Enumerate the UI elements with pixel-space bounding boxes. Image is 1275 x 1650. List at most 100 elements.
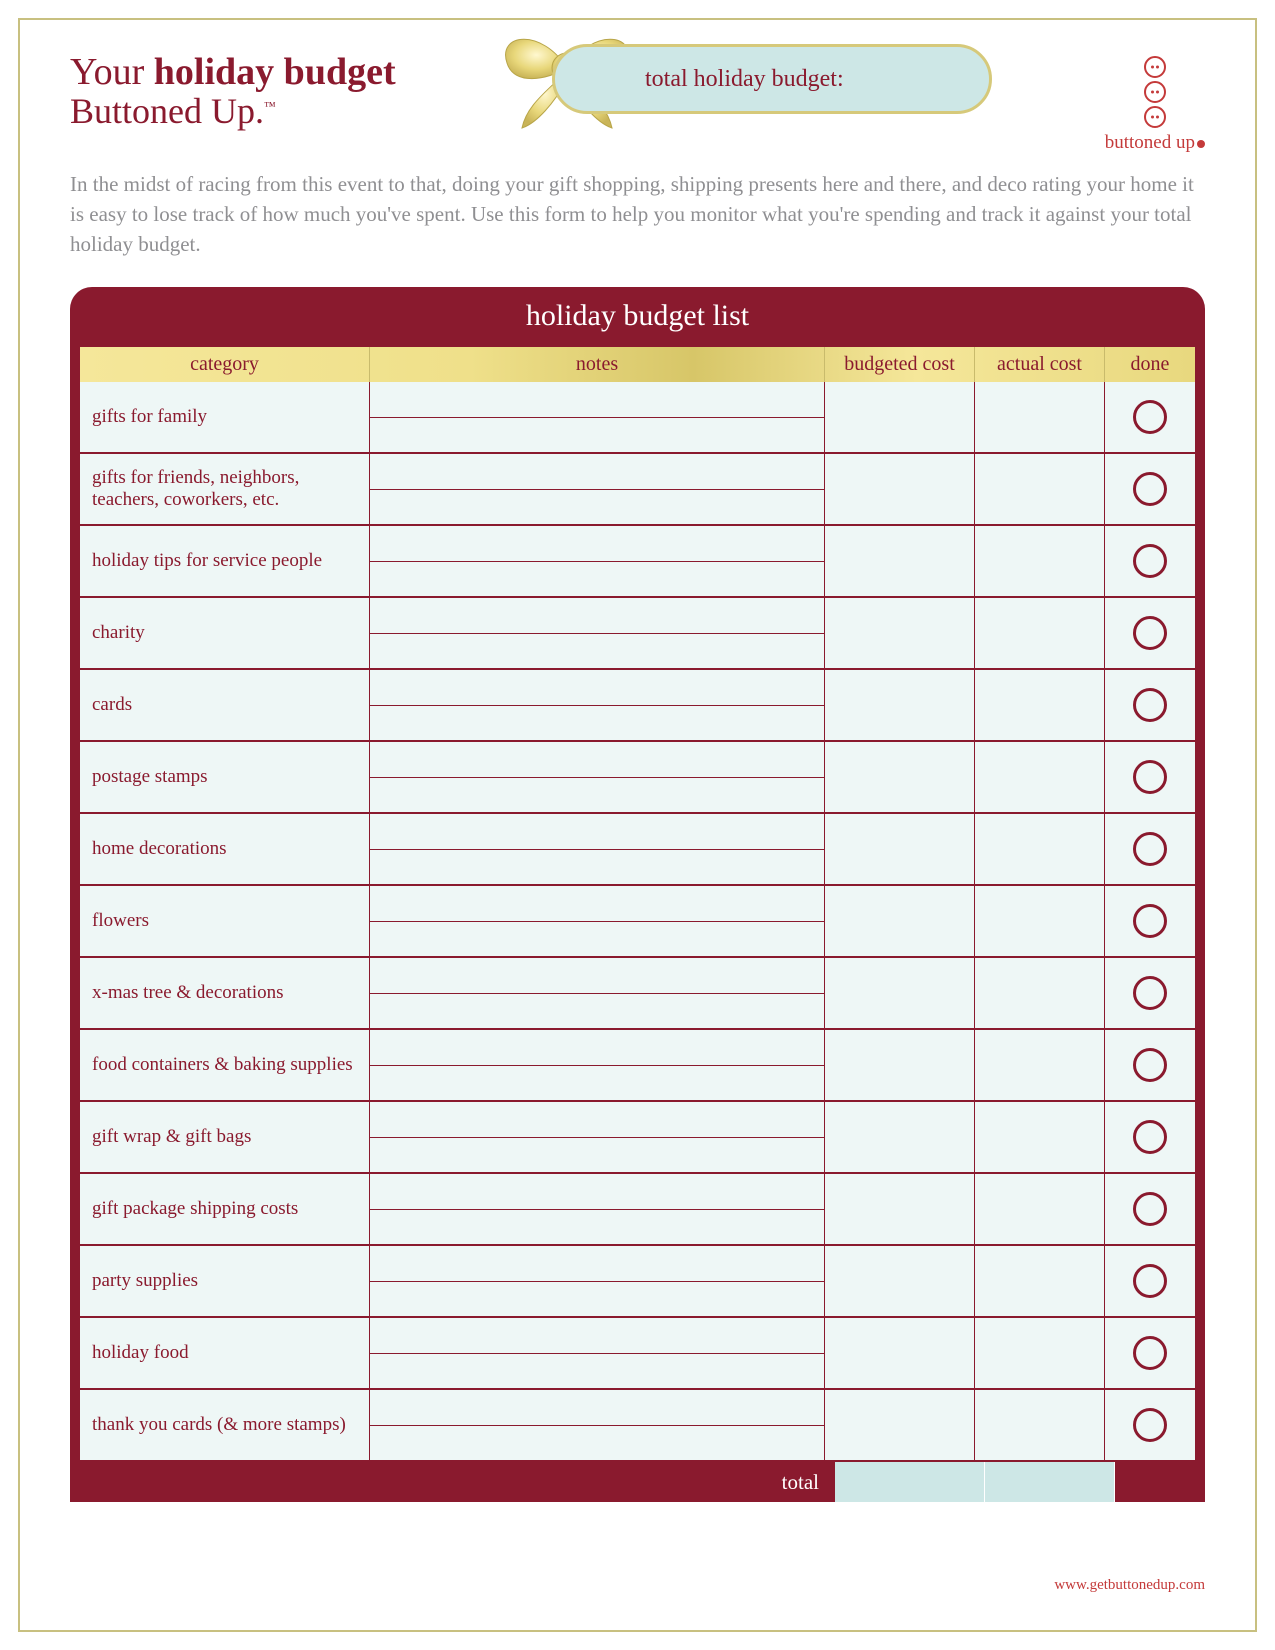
cell-budgeted[interactable]: [825, 526, 975, 596]
cell-notes[interactable]: [370, 1318, 825, 1388]
cell-budgeted[interactable]: [825, 382, 975, 452]
footer-budget-total[interactable]: [835, 1462, 985, 1502]
note-line[interactable]: [370, 814, 824, 850]
note-line[interactable]: [370, 598, 824, 634]
done-circle-icon[interactable]: [1133, 1336, 1167, 1370]
cell-actual[interactable]: [975, 382, 1105, 452]
done-circle-icon[interactable]: [1133, 1408, 1167, 1442]
note-line[interactable]: [370, 850, 824, 885]
note-line[interactable]: [370, 382, 824, 418]
cell-done[interactable]: [1105, 1030, 1195, 1100]
note-line[interactable]: [370, 1282, 824, 1317]
note-line[interactable]: [370, 1390, 824, 1426]
done-circle-icon[interactable]: [1133, 1120, 1167, 1154]
cell-notes[interactable]: [370, 1030, 825, 1100]
cell-done[interactable]: [1105, 1102, 1195, 1172]
cell-budgeted[interactable]: [825, 814, 975, 884]
cell-budgeted[interactable]: [825, 1030, 975, 1100]
cell-actual[interactable]: [975, 526, 1105, 596]
cell-notes[interactable]: [370, 1174, 825, 1244]
cell-done[interactable]: [1105, 454, 1195, 524]
cell-actual[interactable]: [975, 958, 1105, 1028]
note-line[interactable]: [370, 562, 824, 597]
cell-done[interactable]: [1105, 1318, 1195, 1388]
cell-notes[interactable]: [370, 742, 825, 812]
note-line[interactable]: [370, 1354, 824, 1389]
cell-budgeted[interactable]: [825, 454, 975, 524]
cell-actual[interactable]: [975, 1030, 1105, 1100]
note-line[interactable]: [370, 670, 824, 706]
note-line[interactable]: [370, 1102, 824, 1138]
cell-notes[interactable]: [370, 454, 825, 524]
done-circle-icon[interactable]: [1133, 544, 1167, 578]
done-circle-icon[interactable]: [1133, 472, 1167, 506]
done-circle-icon[interactable]: [1133, 400, 1167, 434]
cell-notes[interactable]: [370, 670, 825, 740]
cell-done[interactable]: [1105, 670, 1195, 740]
cell-budgeted[interactable]: [825, 1246, 975, 1316]
cell-done[interactable]: [1105, 598, 1195, 668]
note-line[interactable]: [370, 778, 824, 813]
cell-notes[interactable]: [370, 958, 825, 1028]
cell-notes[interactable]: [370, 1390, 825, 1460]
note-line[interactable]: [370, 1210, 824, 1245]
done-circle-icon[interactable]: [1133, 616, 1167, 650]
cell-actual[interactable]: [975, 886, 1105, 956]
note-line[interactable]: [370, 1318, 824, 1354]
cell-actual[interactable]: [975, 814, 1105, 884]
done-circle-icon[interactable]: [1133, 688, 1167, 722]
done-circle-icon[interactable]: [1133, 832, 1167, 866]
cell-done[interactable]: [1105, 1246, 1195, 1316]
cell-actual[interactable]: [975, 1246, 1105, 1316]
cell-actual[interactable]: [975, 670, 1105, 740]
cell-budgeted[interactable]: [825, 1318, 975, 1388]
note-line[interactable]: [370, 994, 824, 1029]
done-circle-icon[interactable]: [1133, 760, 1167, 794]
done-circle-icon[interactable]: [1133, 1264, 1167, 1298]
done-circle-icon[interactable]: [1133, 976, 1167, 1010]
done-circle-icon[interactable]: [1133, 1192, 1167, 1226]
note-line[interactable]: [370, 1426, 824, 1461]
note-line[interactable]: [370, 1030, 824, 1066]
cell-notes[interactable]: [370, 1246, 825, 1316]
note-line[interactable]: [370, 958, 824, 994]
note-line[interactable]: [370, 742, 824, 778]
note-line[interactable]: [370, 418, 824, 453]
note-line[interactable]: [370, 490, 824, 525]
note-line[interactable]: [370, 1246, 824, 1282]
cell-budgeted[interactable]: [825, 1174, 975, 1244]
note-line[interactable]: [370, 706, 824, 741]
cell-done[interactable]: [1105, 886, 1195, 956]
cell-actual[interactable]: [975, 742, 1105, 812]
note-line[interactable]: [370, 1066, 824, 1101]
cell-budgeted[interactable]: [825, 670, 975, 740]
cell-notes[interactable]: [370, 526, 825, 596]
cell-notes[interactable]: [370, 1102, 825, 1172]
cell-done[interactable]: [1105, 742, 1195, 812]
note-line[interactable]: [370, 526, 824, 562]
note-line[interactable]: [370, 922, 824, 957]
done-circle-icon[interactable]: [1133, 904, 1167, 938]
cell-budgeted[interactable]: [825, 886, 975, 956]
total-budget-pill[interactable]: total holiday budget:: [552, 44, 992, 114]
note-line[interactable]: [370, 886, 824, 922]
cell-done[interactable]: [1105, 1390, 1195, 1460]
cell-actual[interactable]: [975, 598, 1105, 668]
note-line[interactable]: [370, 454, 824, 490]
note-line[interactable]: [370, 1174, 824, 1210]
footer-actual-total[interactable]: [985, 1462, 1115, 1502]
cell-actual[interactable]: [975, 1102, 1105, 1172]
cell-actual[interactable]: [975, 1174, 1105, 1244]
note-line[interactable]: [370, 1138, 824, 1173]
cell-done[interactable]: [1105, 1174, 1195, 1244]
cell-budgeted[interactable]: [825, 598, 975, 668]
cell-actual[interactable]: [975, 1390, 1105, 1460]
cell-actual[interactable]: [975, 454, 1105, 524]
cell-done[interactable]: [1105, 958, 1195, 1028]
cell-notes[interactable]: [370, 598, 825, 668]
cell-done[interactable]: [1105, 526, 1195, 596]
cell-budgeted[interactable]: [825, 1390, 975, 1460]
cell-budgeted[interactable]: [825, 742, 975, 812]
cell-notes[interactable]: [370, 382, 825, 452]
cell-notes[interactable]: [370, 814, 825, 884]
